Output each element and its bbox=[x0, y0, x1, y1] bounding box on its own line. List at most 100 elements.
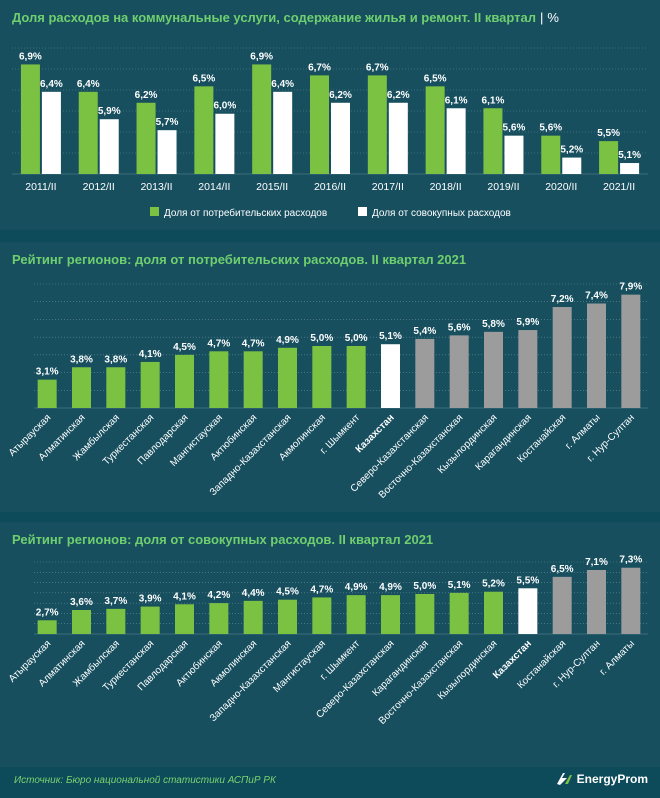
bar-label: 3,8% bbox=[104, 354, 127, 365]
bar-label: 5,0% bbox=[310, 333, 333, 344]
bar-label: 4,7% bbox=[310, 584, 333, 595]
brand-logo: EnergyProm bbox=[555, 772, 648, 786]
bar-label: 4,7% bbox=[242, 338, 265, 349]
x-tick-label: 2011/II bbox=[25, 181, 56, 193]
bar-label-total: 5,9% bbox=[98, 106, 121, 117]
bar-region bbox=[587, 303, 606, 408]
bar-total bbox=[157, 130, 177, 174]
bar-label-consumer: 6,9% bbox=[19, 51, 42, 62]
bar-total bbox=[215, 113, 235, 174]
x-tick-label: 2015/II bbox=[256, 181, 288, 193]
bar-consumer bbox=[78, 91, 98, 174]
bar-consumer bbox=[252, 64, 272, 174]
bar-total bbox=[620, 163, 640, 174]
x-tick-label: 2021/II bbox=[603, 181, 635, 193]
bar-label-total: 6,2% bbox=[329, 90, 352, 101]
bar-label: 5,8% bbox=[482, 319, 505, 330]
source-note: Источник: Бюро национальной статистики А… bbox=[14, 775, 276, 786]
bar-label-total: 6,4% bbox=[40, 79, 63, 90]
bar-label-total: 6,1% bbox=[445, 95, 468, 106]
bar-label: 4,1% bbox=[173, 591, 196, 602]
bar-label-total: 6,0% bbox=[213, 101, 236, 112]
bar-region bbox=[278, 347, 297, 408]
chart-unit: % bbox=[547, 10, 559, 25]
bar-region bbox=[37, 620, 57, 634]
bar-label: 5,1% bbox=[379, 331, 402, 342]
legend-swatch bbox=[150, 207, 159, 216]
bar-label-consumer: 5,6% bbox=[539, 123, 562, 134]
bar-region bbox=[621, 567, 641, 634]
bar-consumer bbox=[367, 75, 387, 174]
bar-label: 3,6% bbox=[70, 597, 93, 608]
bar-label: 4,9% bbox=[345, 582, 368, 593]
x-tick-label: 2013/II bbox=[140, 181, 172, 193]
yearly-bar-chart: 6,9% 6,4% 2011/II 6,4% 5,9% 2012/II 6,2% 5,7% 20… bbox=[12, 47, 648, 219]
bar-label: 4,9% bbox=[379, 582, 402, 593]
bar-region bbox=[37, 379, 57, 408]
chart-title-total: Рейтинг регионов: доля от совокупных рас… bbox=[12, 532, 434, 547]
bar-label-consumer: 6,5% bbox=[424, 73, 447, 84]
bar-total bbox=[273, 91, 293, 174]
x-tick-label: 2020/II bbox=[545, 181, 577, 193]
bar-region bbox=[621, 294, 641, 408]
x-tick-label: 2019/II bbox=[487, 181, 519, 193]
bar-total bbox=[446, 108, 466, 174]
bar-region bbox=[140, 361, 160, 408]
chart-title-yearly: Доля расходов на коммунальные услуги, со… bbox=[12, 10, 559, 25]
bar-region bbox=[346, 595, 366, 634]
bar-region bbox=[312, 597, 332, 634]
bar-label-total: 5,7% bbox=[156, 117, 179, 128]
bar-label: 7,9% bbox=[619, 282, 642, 293]
bar-label: 7,1% bbox=[585, 557, 608, 568]
bar-region bbox=[175, 604, 194, 634]
x-tick-label: 2016/II bbox=[314, 181, 346, 193]
bar-consumer bbox=[483, 108, 503, 174]
bar-label: 4,5% bbox=[173, 342, 196, 353]
brand-logo-text: EnergyProm bbox=[576, 772, 648, 786]
bar-label: 3,1% bbox=[36, 367, 59, 378]
x-tick-label: 2012/II bbox=[83, 181, 115, 193]
bar-region bbox=[312, 346, 332, 408]
bar-label: 4,5% bbox=[276, 587, 299, 598]
bar-label-consumer: 6,2% bbox=[135, 90, 158, 101]
consumer-ranking-chart: 3,1%Атырауская3,8%Алматинская3,8%Жамбылс… bbox=[7, 282, 648, 501]
bar-region bbox=[552, 307, 572, 408]
bar-region bbox=[72, 367, 91, 408]
bar-label: 5,4% bbox=[413, 326, 436, 337]
bar-label-total: 6,4% bbox=[271, 79, 294, 90]
bar-label: 4,4% bbox=[242, 588, 265, 599]
chart-title-text: Доля расходов на коммунальные услуги, со… bbox=[12, 10, 536, 25]
bar-region bbox=[484, 591, 503, 634]
bar-label: 3,7% bbox=[104, 596, 127, 607]
bar-label-consumer: 6,4% bbox=[77, 79, 100, 90]
region-label: Кызылординская bbox=[436, 412, 500, 476]
bar-region bbox=[381, 595, 400, 634]
bar-region bbox=[243, 351, 263, 408]
bar-label: 7,2% bbox=[551, 294, 574, 305]
bar-label-consumer: 6,1% bbox=[482, 95, 505, 106]
bar-label: 5,9% bbox=[516, 317, 539, 328]
bar-region bbox=[449, 335, 469, 408]
region-label: Кызылординская bbox=[436, 638, 500, 702]
bar-kazakhstan bbox=[518, 588, 538, 634]
bar-total bbox=[562, 157, 582, 174]
region-label: г. Алматы bbox=[598, 638, 637, 677]
bar-label: 5,5% bbox=[516, 575, 539, 586]
bar-consumer bbox=[310, 75, 329, 174]
bar-label-consumer: 6,9% bbox=[250, 51, 273, 62]
bar-label: 5,0% bbox=[345, 333, 368, 344]
bar-total bbox=[99, 119, 119, 174]
bar-label-consumer: 6,7% bbox=[308, 62, 331, 73]
bar-label: 5,0% bbox=[413, 581, 436, 592]
bar-consumer bbox=[194, 86, 214, 174]
bar-label: 4,2% bbox=[207, 590, 230, 601]
bar-region bbox=[587, 570, 606, 634]
bar-region bbox=[106, 608, 126, 634]
bar-region bbox=[140, 606, 160, 634]
bar-label: 2,7% bbox=[36, 607, 59, 618]
legend-label: Доля от потребительских расходов bbox=[164, 207, 327, 219]
bar-label: 5,6% bbox=[448, 322, 471, 333]
bar-total bbox=[41, 91, 61, 174]
x-tick-label: 2018/II bbox=[430, 181, 462, 193]
bar-region bbox=[243, 600, 263, 634]
